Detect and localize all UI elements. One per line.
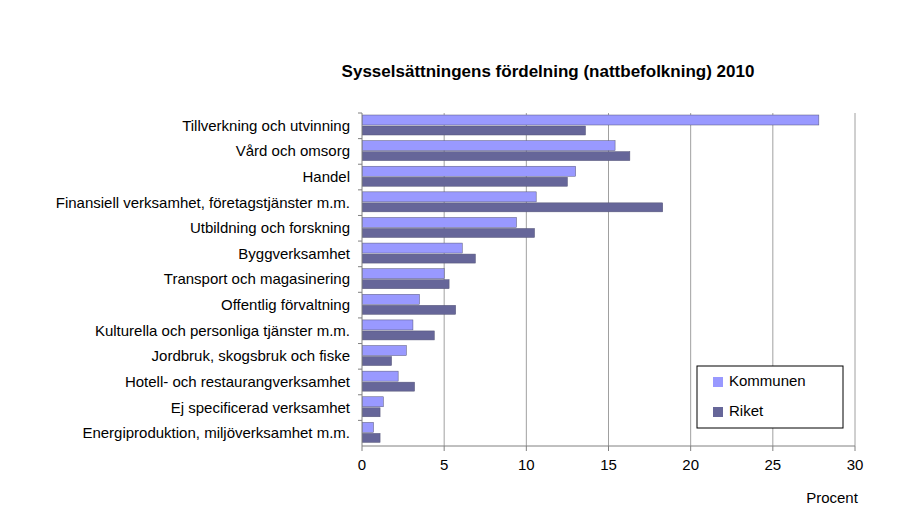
bar	[362, 408, 380, 417]
legend: Kommunen Riket	[697, 366, 843, 428]
category-label: Handel	[302, 168, 350, 185]
bar	[362, 126, 585, 135]
bar	[362, 192, 536, 202]
category-tick	[358, 113, 362, 114]
x-axis-label: Procent	[806, 489, 859, 506]
x-tick	[608, 446, 609, 451]
category-label: Finansiell verksamhet, företagstjänster …	[56, 194, 350, 211]
category-label: Jordbruk, skogsbruk och fiske	[152, 347, 350, 364]
category-label: Vård och omsorg	[236, 142, 350, 159]
bar	[362, 422, 374, 432]
bar	[362, 254, 475, 263]
bar	[362, 243, 462, 253]
x-tick	[362, 446, 363, 451]
bar	[362, 217, 516, 227]
x-tick	[526, 446, 527, 451]
bar	[362, 269, 444, 279]
category-tick	[358, 317, 362, 318]
bar	[362, 346, 406, 356]
category-tick	[358, 369, 362, 370]
x-tick	[690, 446, 691, 451]
x-tick-label: 5	[440, 456, 448, 473]
x-tick-label: 30	[847, 456, 864, 473]
category-tick	[358, 394, 362, 395]
legend-swatch	[713, 407, 723, 417]
bar	[362, 433, 380, 442]
bar	[362, 397, 383, 407]
x-tick-label: 15	[600, 456, 617, 473]
category-label: Transport och magasinering	[164, 270, 350, 287]
category-tick	[358, 266, 362, 267]
x-tick-label: 10	[518, 456, 535, 473]
legend-swatch	[713, 377, 723, 387]
category-label: Byggverksamhet	[238, 245, 351, 262]
category-label: Kulturella och personliga tjänster m.m.	[95, 322, 350, 339]
x-tick-label: 20	[682, 456, 699, 473]
grid-line	[690, 113, 691, 446]
category-tick	[358, 164, 362, 165]
title: Sysselsättningens fördelning (nattbefolk…	[342, 62, 755, 81]
x-tick-label: 25	[764, 456, 781, 473]
category-label: Utbildning och forskning	[190, 219, 350, 236]
chart-svg: Sysselsättningens fördelning (nattbefolk…	[0, 0, 911, 527]
bar	[362, 320, 413, 330]
category-label: Offentlig förvaltning	[221, 296, 350, 313]
chart-container: Sysselsättningens fördelning (nattbefolk…	[0, 0, 911, 527]
category-tick	[358, 343, 362, 344]
grid-line	[608, 113, 609, 446]
x-tick	[772, 446, 773, 451]
bar	[362, 141, 615, 151]
bar	[362, 166, 576, 176]
legend-label: Kommunen	[729, 372, 806, 389]
x-tick	[855, 446, 856, 451]
bar	[362, 371, 398, 381]
category-tick	[358, 138, 362, 139]
bar	[362, 203, 663, 212]
category-label: Hotell- och restaurangverksamhet	[125, 373, 351, 390]
grid-line	[855, 113, 856, 446]
category-label: Ej specificerad verksamhet	[171, 399, 351, 416]
category-tick	[358, 292, 362, 293]
category-tick	[358, 189, 362, 190]
x-tick-label: 0	[358, 456, 366, 473]
bar	[362, 115, 819, 125]
bar	[362, 357, 392, 366]
x-tick	[444, 446, 445, 451]
y-axis	[362, 113, 363, 446]
bar	[362, 152, 630, 161]
bar	[362, 305, 456, 314]
bar	[362, 177, 567, 186]
category-label: Tillverkning och utvinning	[182, 117, 350, 134]
category-tick	[358, 420, 362, 421]
bar	[362, 280, 449, 289]
grid-line	[526, 113, 527, 446]
legend-label: Riket	[729, 402, 764, 419]
bar	[362, 228, 535, 237]
category-label: Energiproduktion, miljöverksamhet m.m.	[82, 424, 350, 441]
legend-box	[697, 366, 843, 428]
bar	[362, 331, 434, 340]
category-tick	[358, 215, 362, 216]
bar	[362, 382, 415, 391]
category-tick	[358, 241, 362, 242]
bar	[362, 294, 420, 304]
